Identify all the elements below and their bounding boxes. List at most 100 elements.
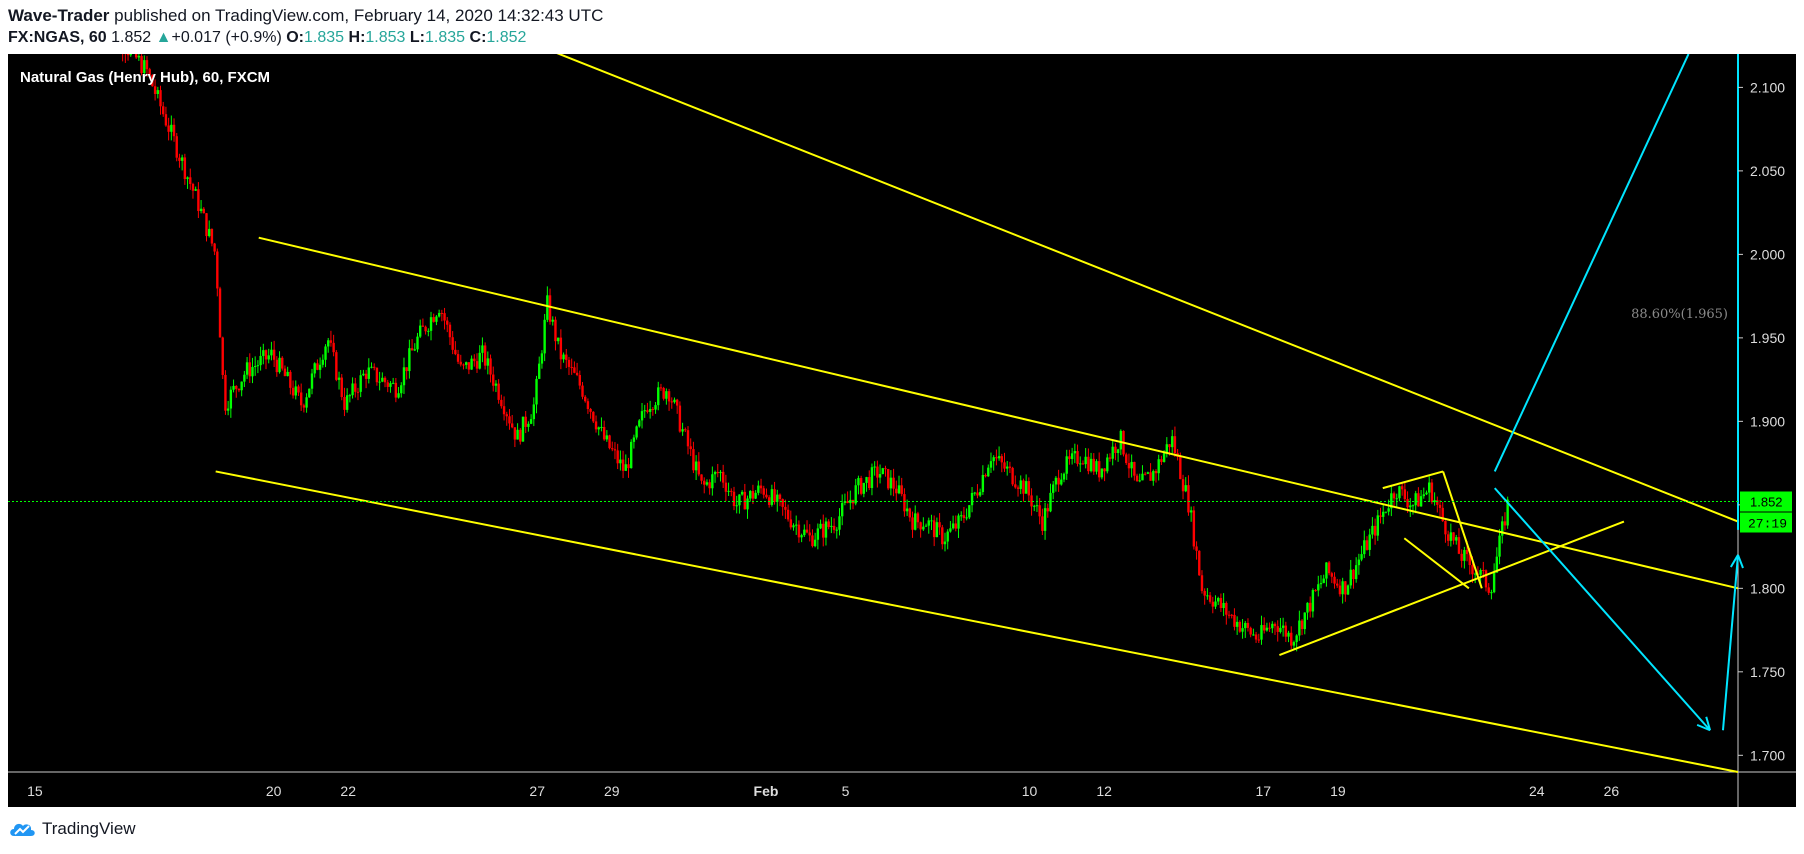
candle-body [616, 450, 619, 464]
trendline-flag-lower[interactable] [1403, 537, 1470, 590]
candle-body [684, 429, 687, 431]
candle-body [451, 337, 454, 350]
candle-body [337, 377, 341, 380]
candle-body [954, 523, 958, 529]
candle-body [134, 54, 138, 58]
candle-body [1319, 583, 1323, 585]
trendline-flag-upper[interactable] [1382, 470, 1444, 490]
projection-up-arrow-1[interactable] [1493, 54, 1690, 472]
candle-body [1217, 598, 1220, 602]
candle-body [251, 366, 254, 377]
trendline-rising-support[interactable] [1279, 520, 1625, 657]
candle-body [1452, 532, 1455, 541]
candle-body [351, 383, 354, 396]
publish-header: Wave-Trader published on TradingView.com… [0, 0, 1804, 54]
trendline-flag-right[interactable] [1442, 471, 1483, 589]
candle-body [1051, 484, 1055, 493]
time-axis[interactable]: 15 20 22 27 29 Feb 5 10 12 17 19 24 26 [27, 783, 1619, 799]
candle-body [1371, 525, 1374, 535]
candle-body [903, 494, 906, 512]
price-tick-label: 1.900 [1750, 413, 1785, 429]
candle-body [432, 317, 435, 322]
candle-body [199, 208, 203, 212]
candle-body [1065, 456, 1068, 474]
candle-body [638, 420, 641, 427]
candle-body [1400, 486, 1404, 490]
projection-rebound-arrow[interactable] [1721, 554, 1739, 731]
candle-body [970, 492, 974, 506]
candle-body [822, 523, 825, 538]
candle-body [862, 482, 866, 494]
candle-body [194, 189, 197, 191]
candle-body [1390, 493, 1393, 509]
candle-body [811, 535, 814, 547]
candle-body [386, 382, 389, 387]
candle-body [716, 471, 719, 474]
candle-body [424, 326, 427, 332]
candle-body [1011, 467, 1014, 485]
candle-body [735, 505, 738, 507]
candle-body [345, 395, 349, 410]
candle-body [1317, 584, 1320, 591]
candle-body [681, 429, 684, 432]
candle-body [1225, 602, 1228, 615]
candle-body [256, 365, 260, 367]
candle-body [316, 363, 319, 370]
candle-body [1003, 462, 1006, 469]
candle-body [159, 90, 162, 107]
candle-body [1138, 480, 1141, 482]
candle-body [1184, 485, 1187, 492]
tradingview-logo[interactable]: TradingView [8, 819, 136, 839]
symbol-label: FX:NGAS, 60 [8, 29, 107, 46]
candle-body [1352, 569, 1355, 580]
candle-body [1417, 493, 1420, 507]
candle-body [186, 177, 189, 180]
candle-body [1436, 500, 1439, 505]
candle-body [421, 325, 425, 327]
candle-body [527, 423, 530, 427]
candle-body [654, 405, 657, 410]
trendline-channel-bottom[interactable] [215, 470, 1739, 773]
candle-body [313, 363, 316, 374]
candle-body [789, 519, 792, 528]
candle-body [987, 467, 990, 477]
candle-body [743, 491, 747, 510]
candle-body [510, 423, 514, 428]
candle-body [1268, 627, 1271, 629]
published-text: published on TradingView.com, February 1… [114, 6, 604, 25]
candle-body [245, 362, 249, 375]
candles-layer [122, 54, 1509, 652]
candle-body [1079, 463, 1082, 465]
candle-body [1130, 461, 1133, 469]
candle-body [941, 527, 944, 545]
candle-body [1030, 495, 1033, 507]
candle-body [960, 515, 963, 517]
candle-body [435, 316, 438, 322]
trendline-channel-top[interactable] [258, 236, 1739, 590]
candle-body [343, 397, 346, 410]
candle-body [914, 513, 917, 530]
candle-body [797, 524, 801, 538]
candle-body [559, 337, 563, 360]
candle-body [1468, 554, 1471, 566]
candle-body [1336, 583, 1339, 586]
candle-body [957, 515, 960, 529]
author-name[interactable]: Wave-Trader [8, 6, 110, 25]
candle-body [546, 295, 549, 320]
trendline-outer-resistance[interactable] [517, 54, 1739, 523]
candle-body [759, 485, 763, 489]
candle-body [364, 373, 368, 379]
candle-body [1446, 534, 1450, 541]
candle-body [459, 361, 462, 365]
high-value: 1.853 [365, 29, 406, 46]
candle-body [508, 416, 511, 424]
candle-body [226, 408, 230, 411]
projection-down-arrow[interactable] [1493, 487, 1711, 731]
chart-area[interactable]: Natural Gas (Henry Hub), 60, FXCM 2.100 2… [0, 54, 1804, 807]
candle-body [732, 491, 736, 507]
candle-body [770, 489, 774, 505]
chart-background [8, 54, 1796, 807]
candle-body [1444, 521, 1447, 535]
candle-body [1346, 585, 1350, 595]
candle-body [908, 508, 912, 518]
